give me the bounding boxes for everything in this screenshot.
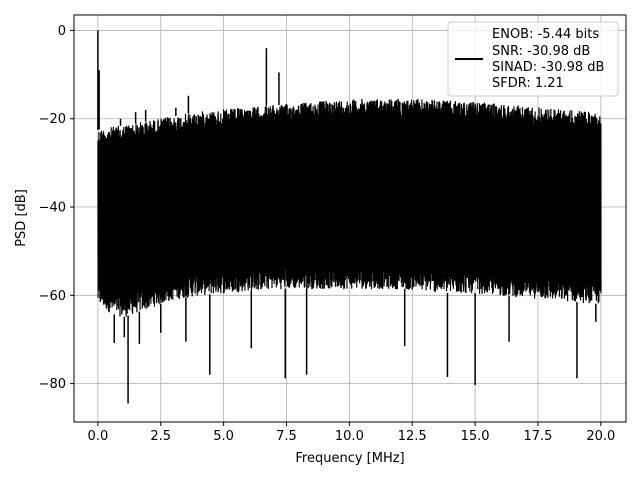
legend-line-snr: SNR: -30.98 dB — [492, 44, 590, 59]
y-tick-label: −20 — [39, 112, 66, 127]
x-tick-label: 17.5 — [524, 429, 553, 444]
legend-box — [447, 21, 619, 97]
y-axis-ticks: 0 −20 −40 −60 −80 — [39, 24, 74, 392]
x-tick-label: 20.0 — [586, 429, 615, 444]
x-tick-label: 12.5 — [398, 429, 427, 444]
legend-line-enob: ENOB: -5.44 bits — [492, 27, 599, 42]
legend: ENOB: -5.44 bits SNR: -30.98 dB SINAD: -… — [447, 21, 619, 97]
plot-frame — [73, 14, 627, 423]
x-tick-label: 15.0 — [461, 429, 490, 444]
legend-line-sfdr: SFDR: 1.21 — [492, 76, 564, 91]
y-tick-label: −60 — [39, 289, 66, 304]
legend-line-sinad: SINAD: -30.98 dB — [492, 60, 604, 75]
x-tick-label: 10.0 — [335, 429, 364, 444]
y-axis-label: PSD [dB] — [14, 189, 29, 247]
x-tick-label: 5.0 — [213, 429, 234, 444]
y-tick-label: −40 — [39, 201, 66, 216]
y-tick-label: 0 — [58, 24, 66, 39]
psd-series-line — [97, 98, 602, 317]
y-tick-label: −80 — [39, 377, 66, 392]
x-axis-ticks: 0.0 2.5 5.0 7.5 10.0 12.5 15.0 17.5 20.0 — [88, 422, 615, 444]
x-tick-label: 7.5 — [276, 429, 297, 444]
x-tick-label: 0.0 — [88, 429, 109, 444]
x-tick-label: 2.5 — [150, 429, 171, 444]
x-axis-label: Frequency [MHz] — [295, 451, 404, 466]
series-layer — [97, 30, 602, 404]
